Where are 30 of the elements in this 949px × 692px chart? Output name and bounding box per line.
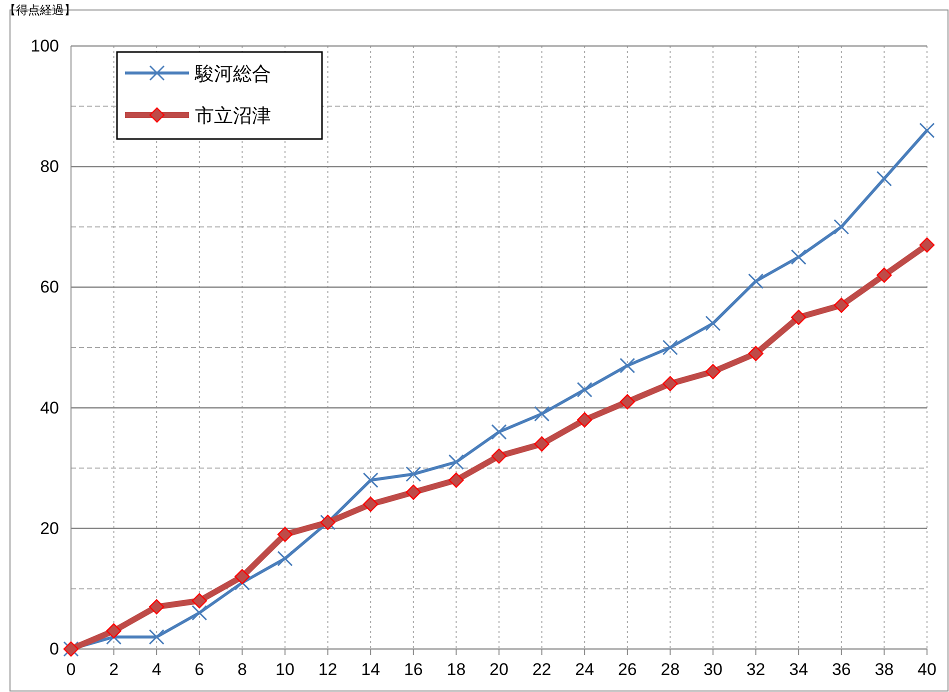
x-tick-label: 24 [575, 660, 594, 679]
legend-label: 市立沼津 [195, 105, 271, 127]
x-tick-label: 10 [276, 660, 294, 679]
chart-title: 【得点経過】 [4, 3, 76, 17]
x-tick-label: 8 [237, 660, 247, 679]
x-tick-label: 40 [918, 660, 936, 679]
x-tick-label: 36 [832, 660, 851, 679]
y-tick-label: 80 [40, 157, 59, 176]
x-tick-label: 30 [704, 660, 722, 679]
x-tick-label: 16 [404, 660, 423, 679]
x-tick-label: 22 [532, 660, 552, 679]
x-tick-label: 26 [618, 660, 637, 679]
x-tick-label: 4 [152, 660, 162, 679]
x-tick-label: 2 [109, 660, 119, 679]
x-tick-label: 18 [446, 660, 466, 679]
x-tick-label: 28 [660, 660, 680, 679]
x-tick-label: 32 [746, 660, 766, 679]
y-tick-label: 40 [40, 398, 59, 418]
legend-label: 駿河総合 [194, 63, 271, 85]
x-tick-label: 14 [361, 660, 380, 679]
y-tick-label: 20 [40, 518, 59, 538]
x-tick-label: 6 [194, 660, 204, 679]
x-tick-label: 34 [789, 660, 808, 679]
x-tick-label: 20 [490, 660, 508, 679]
y-tick-label: 100 [30, 36, 59, 56]
y-tick-label: 60 [40, 278, 59, 297]
y-tick-label: 0 [50, 639, 59, 658]
x-tick-label: 0 [66, 660, 76, 679]
x-tick-label: 38 [874, 660, 894, 679]
x-tick-label: 12 [318, 660, 338, 679]
